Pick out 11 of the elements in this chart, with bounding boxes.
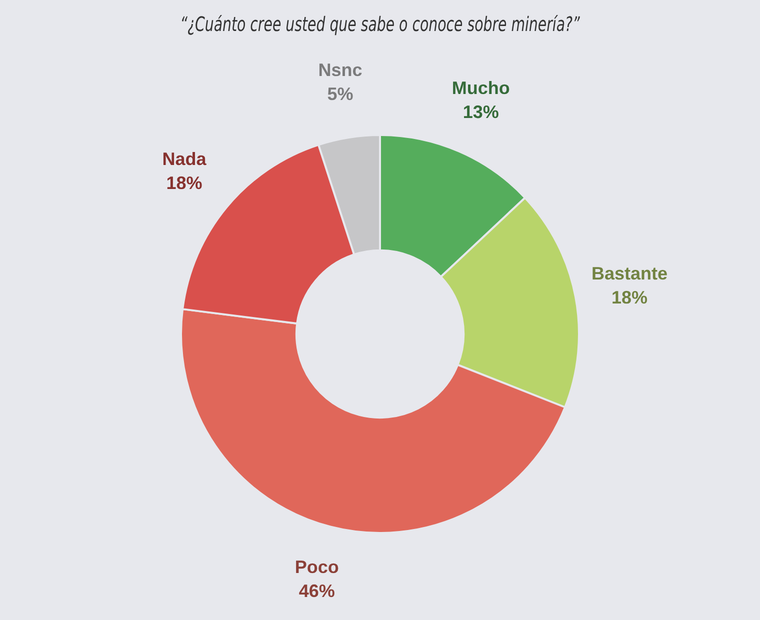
chart-title: “¿Cuánto cree usted que sabe o conoce sobre minería?” (180, 14, 581, 37)
slice-label: Bastante (591, 263, 668, 284)
slice-label: Nsnc (318, 60, 362, 80)
slice-label: Mucho (452, 78, 510, 98)
data-label: 5% (327, 84, 354, 104)
data-label: 18% (611, 287, 648, 308)
slice-label: Nada (162, 149, 208, 170)
data-label: 18% (166, 173, 202, 194)
slice-label: Poco (294, 556, 339, 577)
data-label: 46% (298, 580, 335, 601)
data-label: 13% (462, 102, 499, 122)
